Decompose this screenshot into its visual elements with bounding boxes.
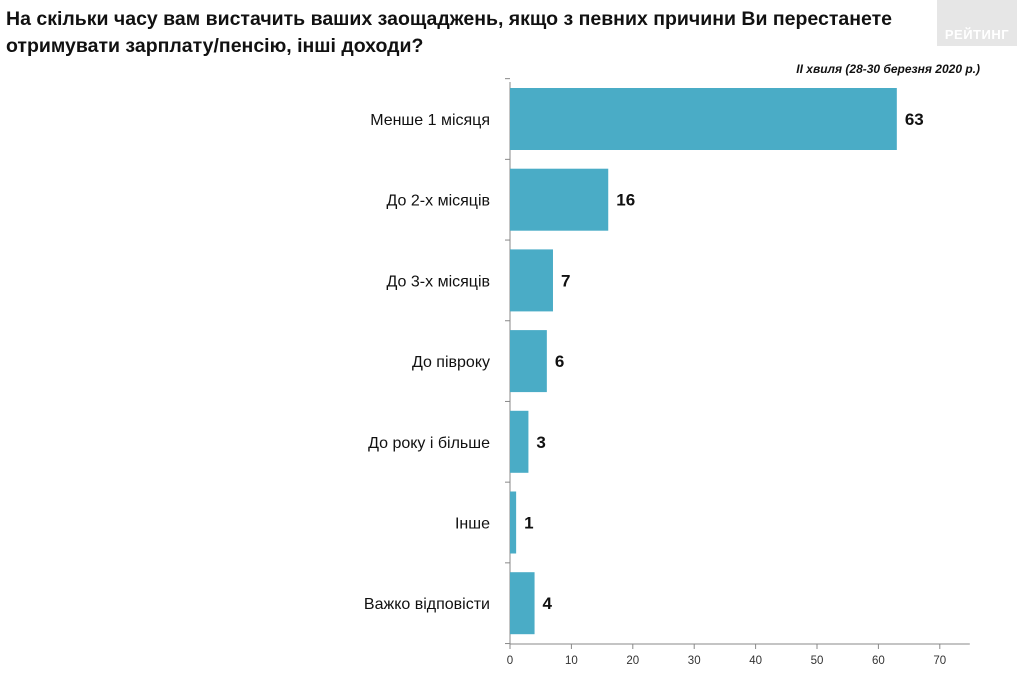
data-label: 7	[561, 271, 570, 290]
x-tick-label: 20	[626, 655, 639, 667]
chart-title: На скільки часу вам вистачить ваших заощ…	[6, 8, 892, 57]
bar	[510, 88, 897, 150]
data-label: 63	[905, 110, 924, 129]
bar	[510, 491, 517, 554]
category-label: Інше	[455, 516, 490, 533]
x-tick-label: 30	[688, 655, 701, 667]
category-label: До півроку	[412, 354, 490, 371]
category-label: До 2-х місяців	[387, 193, 490, 210]
data-label: 4	[543, 594, 553, 613]
chart-subtitle: ІІ хвиля (28-30 березня 2020 р.)	[796, 62, 980, 76]
x-tick-label: 0	[507, 655, 513, 667]
bar	[510, 168, 609, 231]
x-tick-label: 40	[749, 655, 762, 667]
category-label: До року і більше	[368, 435, 490, 452]
category-label: Важко відповісти	[364, 596, 490, 613]
bar	[510, 249, 553, 312]
data-label: 3	[536, 433, 545, 452]
brand-logo-text: РЕЙТИНГ	[944, 27, 1010, 42]
data-label: 1	[524, 514, 533, 533]
data-label: 16	[616, 191, 635, 210]
brand-logo: РЕЙТИНГ	[937, 0, 1017, 46]
data-label: 6	[555, 352, 564, 371]
bar	[510, 410, 529, 473]
x-tick-label: 70	[933, 655, 946, 667]
bar	[510, 330, 547, 393]
x-tick-label: 10	[565, 655, 578, 667]
category-label: До 3-х місяців	[387, 273, 490, 290]
x-tick-label: 50	[811, 655, 824, 667]
category-label: Менше 1 місяця	[370, 112, 490, 129]
x-tick-label: 60	[872, 655, 885, 667]
bar	[510, 572, 535, 635]
